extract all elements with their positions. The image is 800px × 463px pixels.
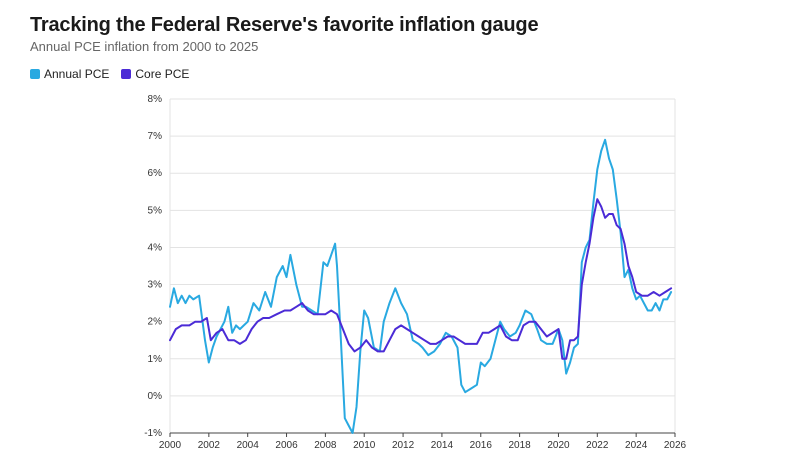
- series-line-annual-pce[interactable]: [169, 138, 673, 434]
- x-tick-label: 2004: [237, 440, 260, 451]
- y-tick-label: 0%: [148, 391, 163, 402]
- x-tick-label: 2002: [198, 440, 221, 451]
- y-tick-label: -1%: [144, 428, 162, 439]
- legend-swatch-core-pce: [121, 69, 132, 79]
- x-tick-label: 2018: [508, 440, 531, 451]
- y-tick-label: 5%: [148, 205, 163, 216]
- x-tick-label: 2008: [314, 440, 337, 451]
- x-tick-label: 2012: [392, 440, 415, 451]
- x-tick-label: 2000: [159, 440, 182, 451]
- legend: Annual PCE Core PCE: [30, 67, 201, 81]
- x-tick-label: 2020: [547, 440, 570, 451]
- legend-label-core-pce: Core PCE: [135, 67, 190, 81]
- y-tick-label: 7%: [148, 131, 163, 142]
- legend-item-core-pce[interactable]: Core PCE: [121, 67, 189, 81]
- chart-subtitle: Annual PCE inflation from 2000 to 2025: [30, 39, 259, 54]
- x-tick-label: 2006: [275, 440, 298, 451]
- y-tick-label: 2%: [148, 317, 163, 328]
- x-tick-label: 2010: [353, 440, 376, 451]
- y-tick-label: 6%: [148, 168, 163, 179]
- legend-label-annual-pce: Annual PCE: [44, 67, 110, 81]
- series-line-core-pce[interactable]: [169, 198, 673, 360]
- y-tick-label: 4%: [148, 242, 163, 253]
- x-tick-label: 2024: [625, 440, 648, 451]
- x-tick-label: 2022: [586, 440, 609, 451]
- x-tick-label: 2016: [470, 440, 493, 451]
- chart-title: Tracking the Federal Reserve's favorite …: [30, 14, 539, 36]
- y-tick-label: 1%: [148, 354, 163, 365]
- y-tick-label: 8%: [148, 94, 163, 105]
- y-tick-label: 3%: [148, 280, 163, 291]
- legend-item-annual-pce[interactable]: Annual PCE: [30, 67, 109, 81]
- legend-swatch-annual-pce: [30, 69, 40, 79]
- x-tick-label: 2014: [431, 440, 454, 451]
- x-tick-label: 2026: [664, 440, 687, 451]
